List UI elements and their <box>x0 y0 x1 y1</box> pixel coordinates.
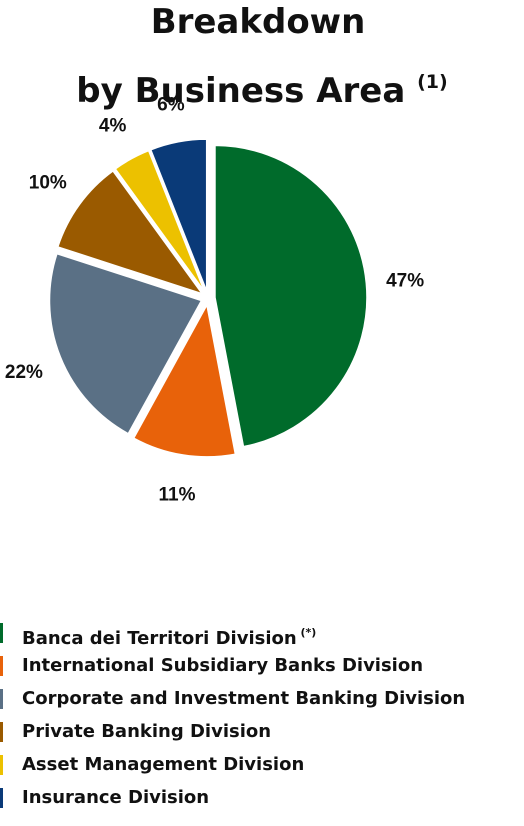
slice-label-1: 47% <box>386 270 424 291</box>
chart-title-line2: by Business Area (1) <box>76 71 448 111</box>
pie-slice-6 <box>149 138 208 292</box>
pie-slice-2 <box>132 302 237 458</box>
slice-label-5: 4% <box>99 115 127 136</box>
pie-slices <box>48 138 368 458</box>
pie-slice-3 <box>48 252 203 435</box>
pie-labels: 47% 11% 22% 10% 4% 6% <box>5 95 424 506</box>
legend-item-5: Asset Management Division <box>0 750 524 783</box>
title-note-marker: (1) <box>417 71 448 93</box>
legend-swatch <box>0 656 3 676</box>
legend-item-1: Banca dei Territori Division (*) <box>0 618 524 651</box>
legend-swatch <box>0 623 3 643</box>
legend-item-4: Private Banking Division <box>0 717 524 750</box>
legend-label: Private Banking Division <box>22 721 272 742</box>
legend-label: Banca dei Territori Division (*) <box>22 626 317 649</box>
legend-swatch <box>0 722 3 742</box>
slice-label-4: 10% <box>29 173 67 194</box>
legend-label: International Subsidiary Banks Division <box>22 655 424 676</box>
pie-slice-1 <box>214 144 368 448</box>
legend-swatch <box>0 788 3 808</box>
pie-chart: 47% 11% 22% 10% 4% 6% <box>5 95 424 506</box>
slice-label-2: 11% <box>159 485 196 506</box>
legend-note-marker: (*) <box>296 626 317 639</box>
chart-legend: Banca dei Territori Division (*) Internat… <box>0 618 524 816</box>
pie-slice-4 <box>56 169 205 296</box>
slice-label-3: 22% <box>5 362 43 383</box>
slice-label-6: 6% <box>157 95 185 116</box>
pie-slice-5 <box>114 149 206 293</box>
chart-title-line1: Breakdown <box>150 2 366 42</box>
legend-swatch <box>0 689 3 709</box>
legend-item-3: Corporate and Investment Banking Divisio… <box>0 684 524 717</box>
legend-item-2: International Subsidiary Banks Division <box>0 651 524 684</box>
legend-label: Asset Management Division <box>22 754 305 775</box>
legend-swatch <box>0 755 3 775</box>
legend-label: Corporate and Investment Banking Divisio… <box>22 688 466 709</box>
legend-label: Insurance Division <box>22 787 210 808</box>
legend-item-6: Insurance Division <box>0 783 524 816</box>
